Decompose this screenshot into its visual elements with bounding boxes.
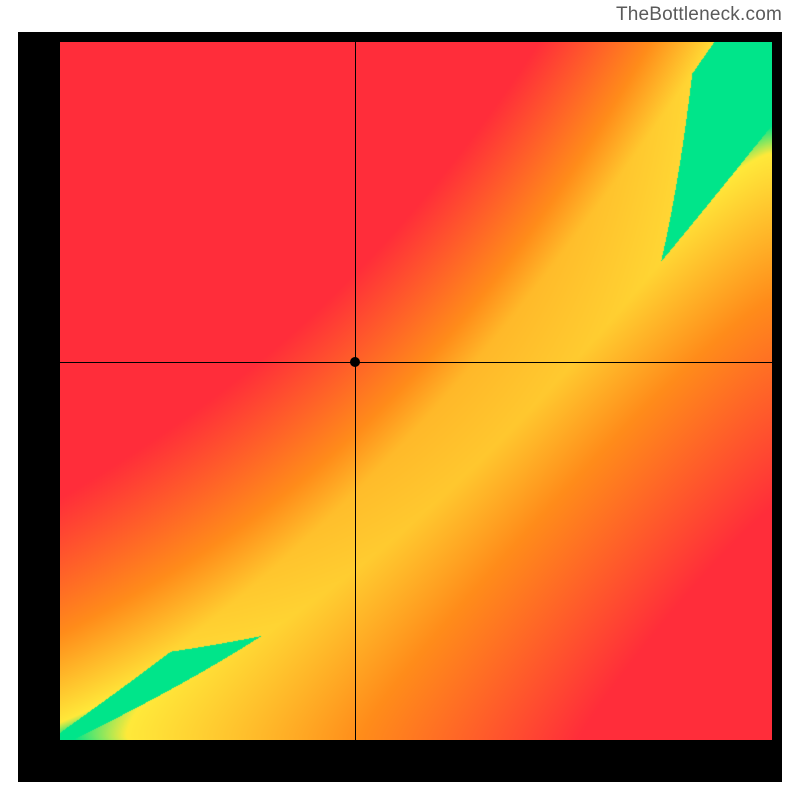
chart-plot-area	[60, 42, 772, 740]
attribution-text: TheBottleneck.com	[0, 0, 800, 32]
chart-outer-frame	[18, 32, 782, 782]
crosshair-vertical	[355, 42, 356, 740]
heatmap-canvas	[60, 42, 772, 740]
crosshair-horizontal	[60, 362, 772, 363]
crosshair-dot	[350, 357, 360, 367]
